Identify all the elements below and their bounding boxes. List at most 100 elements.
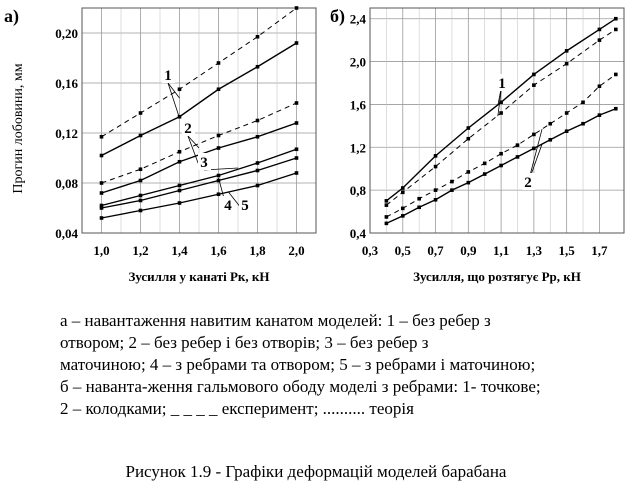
data-point-2 [177,159,182,164]
data-point-1 [499,111,503,115]
y-axis-label: Прогин лобовини, мм [11,63,26,193]
data-point-2 [466,180,471,185]
data-point-2 [99,181,104,185]
data-point-1 [466,136,471,141]
curve-label: 1 [164,68,172,84]
data-point-2 [433,188,438,192]
curve-label: 1 [498,76,506,92]
x-tick-label: 2,0 [288,243,304,258]
curve-label: 4 [224,198,232,214]
data-point-4 [177,188,182,193]
x-tick-label: 1,6 [210,243,227,258]
data-point-4 [216,178,221,183]
data-point-1 [564,49,569,53]
data-point-2 [482,172,487,176]
data-point-1 [255,64,260,69]
curve-label: 2 [524,175,532,191]
data-point-2 [400,214,405,218]
data-point-2 [532,146,536,151]
plot-frame [81,7,317,234]
x-tick-label: 0,3 [362,243,379,258]
x-axis-label: Зусилля у канаті Pк, кН [128,269,269,284]
data-point-5 [177,201,182,205]
data-point-2 [294,121,299,125]
y-tick-label: 1,6 [350,97,367,112]
data-point-1 [400,186,405,190]
data-point-1 [138,133,143,138]
y-tick-label: 0,04 [55,226,78,241]
y-tick-label: 2,0 [350,55,366,70]
figure-title: Рисунок 1.9 - Графіки деформацій моделей… [125,462,507,481]
curve-label: 2 [184,121,192,137]
data-point-3 [255,161,260,165]
data-point-1 [384,203,389,207]
data-point-1 [99,153,104,158]
data-point-2 [433,197,438,202]
data-point-2 [499,151,503,156]
series-line-3 [101,148,297,207]
panel-label: а) [4,6,19,27]
data-point-2 [515,155,520,159]
data-point-2 [597,84,602,89]
x-tick-label: 1,3 [526,243,543,258]
panel-b: б) 0,3 0,5 0,7 0,9 1,1 1,3 1,5 1,7 0,4 0,8 1,2 1,6 2,… [320,0,632,300]
label-bg [522,173,535,190]
data-point-2 [216,133,221,138]
data-point-2 [138,178,143,183]
data-point-3 [99,203,104,208]
x-tick-label: 1,4 [171,243,188,258]
label-bg [496,74,509,91]
x-tick-label: 1,2 [132,243,148,258]
data-point-1 [294,41,299,45]
series-line-2 [101,102,297,184]
data-point-1 [614,16,618,21]
series-line-5 [101,172,297,219]
data-point-2 [482,161,487,166]
panel-a: а) 1,0 1,2 1,4 1,6 1,8 2,0 0,04 0,08 0,12 0,16 0,20… [0,0,320,300]
data-point-2 [466,170,471,174]
data-point-2 [99,191,104,195]
data-point-4 [99,206,104,210]
data-point-2 [499,163,503,168]
data-point-1 [384,199,389,203]
series-line-1 [101,7,297,138]
data-point-2 [255,134,260,139]
data-point-2 [564,111,569,115]
data-point-2 [384,221,389,226]
data-point-1 [433,164,438,169]
data-point-1 [433,154,438,158]
plot-frame [369,7,625,234]
panel-label: б) [330,6,345,27]
data-point-1 [532,72,536,77]
y-tick-label: 2,4 [350,12,367,27]
data-point-2 [138,167,143,172]
data-point-3 [216,173,221,178]
chart-a: а) 1,0 1,2 1,4 1,6 1,8 2,0 0,04 0,08 0,12 0,16 0,20… [4,6,317,284]
data-point-1 [597,38,602,42]
leader-line [167,82,180,99]
x-tick-label: 1,7 [591,243,608,258]
label-bg [182,119,195,136]
y-tick-label: 0,08 [55,176,78,191]
data-point-1 [532,83,536,87]
data-point-1 [216,61,221,65]
data-point-1 [177,87,182,92]
data-point-2 [515,143,520,147]
series-line-4 [101,157,297,209]
caption-line: отвором; 2 – без ребер і без отворів; 3 … [60,333,429,352]
data-point-5 [294,171,299,175]
data-point-1 [597,27,602,32]
chart-b: б) 0,3 0,5 0,7 0,9 1,1 1,3 1,5 1,7 0,4 0,8 1,2 1,6 2,… [330,6,625,284]
data-point-1 [294,6,299,10]
data-point-5 [255,183,260,188]
x-tick-label: 1,8 [249,243,266,258]
x-tick-label: 0,5 [395,243,412,258]
series-line-1 [101,42,297,157]
label-bg [222,196,235,213]
data-point-2 [581,100,585,105]
caption-line: маточиною; 4 – з ребрами та отвором; 5 –… [60,355,536,374]
caption-line: 2 – колодками; _ _ _ _ експеримент; ....… [60,399,414,418]
x-tick-label: 0,9 [460,243,477,258]
leader-line [187,135,200,149]
data-point-2 [564,129,569,134]
